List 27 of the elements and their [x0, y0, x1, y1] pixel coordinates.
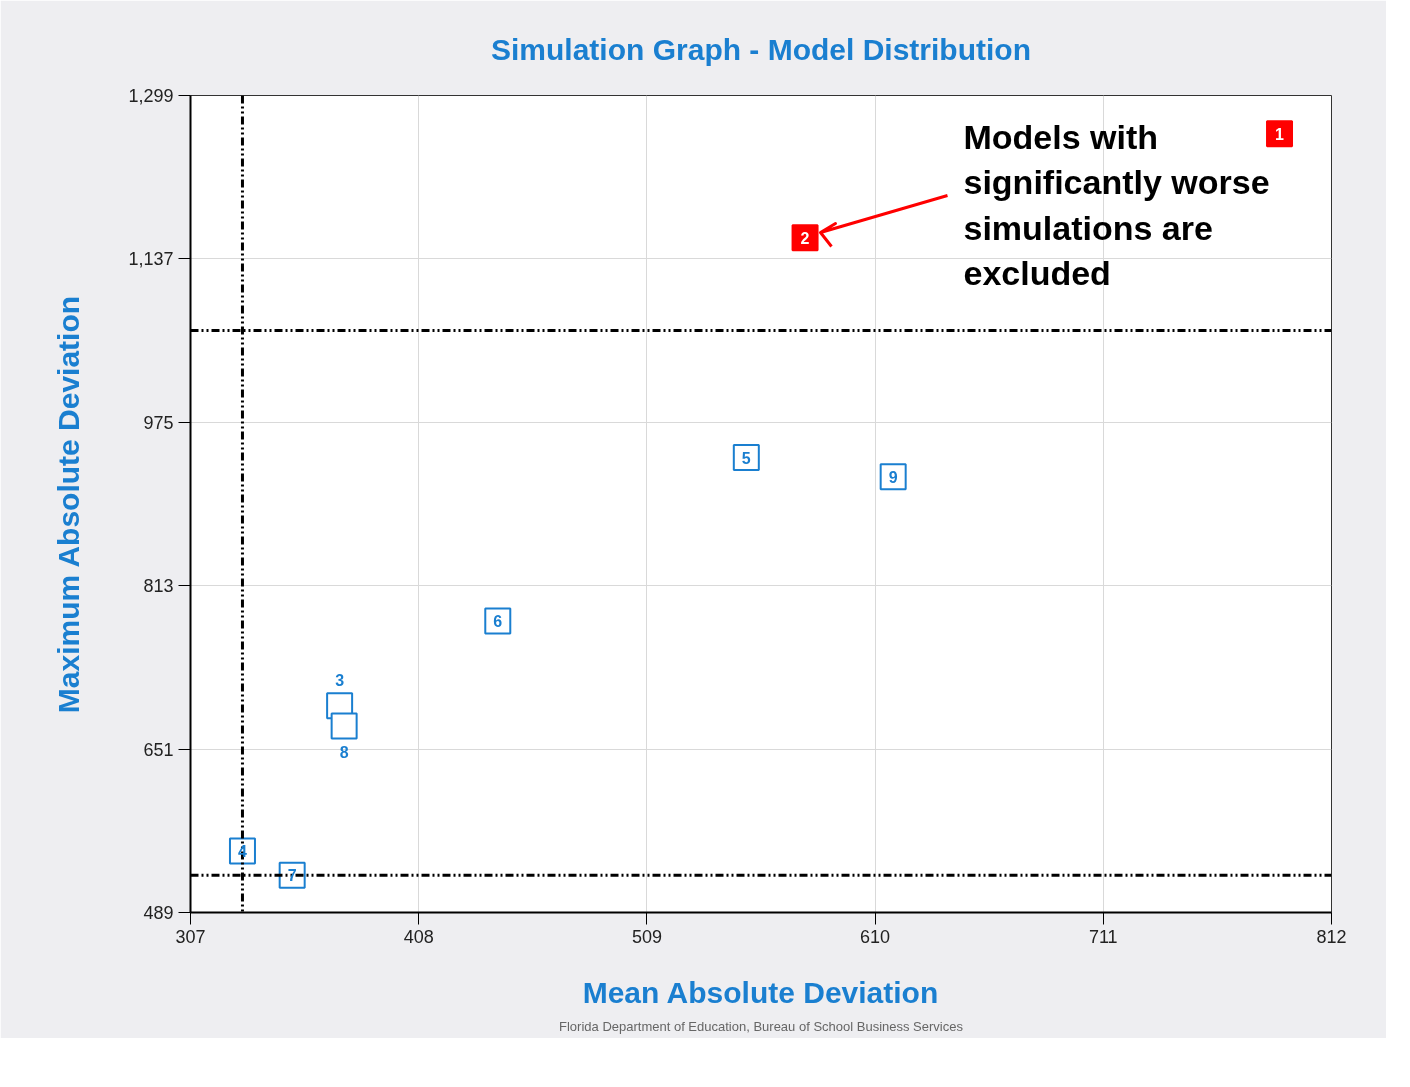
x-tick-label: 812 [1316, 926, 1347, 947]
y-tick-label: 489 [143, 903, 174, 923]
text: Florida Department of Education, Bureau of School Business Services [559, 1018, 964, 1034]
annotation: Models with significantly worse simulations are excluded [963, 117, 1270, 293]
x-axis-title: Mean Absolute Deviation [582, 975, 939, 1009]
y-tick-label: 651 [143, 739, 174, 760]
series-label: 8 [339, 743, 349, 761]
series-label: 4 [238, 842, 248, 860]
series-label: 6 [493, 613, 503, 630]
series-label: 5 [741, 449, 751, 467]
series-label: 1 [1275, 125, 1285, 143]
y-tick-label: 813 [143, 576, 174, 597]
y-tick-label: 1,299 [128, 86, 174, 106]
x-tick-label: 610 [860, 926, 891, 947]
point [330, 712, 358, 740]
series-label: 2 [800, 229, 810, 247]
y-axis-title: Maximum Absolute Deviation [52, 295, 86, 714]
y-tick-label: 975 [143, 412, 174, 433]
x-tick-label: 711 [1088, 926, 1118, 947]
y-tick-label: 1,137 [128, 249, 174, 270]
x-tick-label: 509 [631, 926, 662, 947]
series-label: 3 [335, 671, 345, 689]
x-tick-label: 408 [403, 926, 434, 947]
chart-title: Simulation Graph - Model Distribution [491, 32, 1032, 66]
x-tick-label: 307 [175, 926, 206, 947]
series-label: 9 [888, 468, 898, 486]
series-label: 7 [287, 867, 297, 885]
